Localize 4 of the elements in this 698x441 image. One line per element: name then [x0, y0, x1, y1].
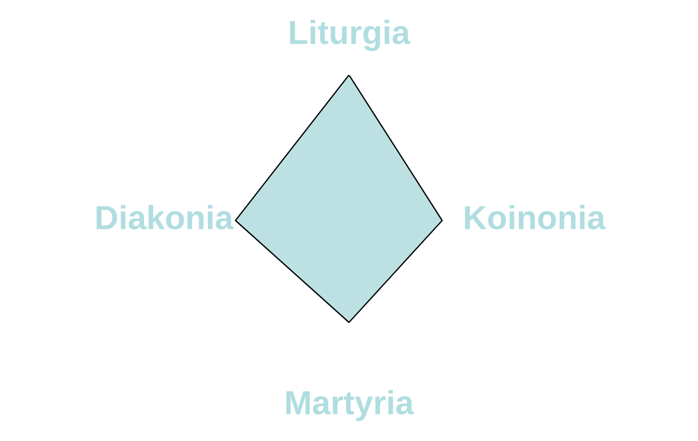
spoke-label: Koinonia: [465, 204, 606, 230]
spoke-label: Diakonia: [96, 204, 234, 230]
spoke-label: Liturgia: [290, 20, 410, 51]
spoke-label: Martyria: [286, 390, 414, 422]
